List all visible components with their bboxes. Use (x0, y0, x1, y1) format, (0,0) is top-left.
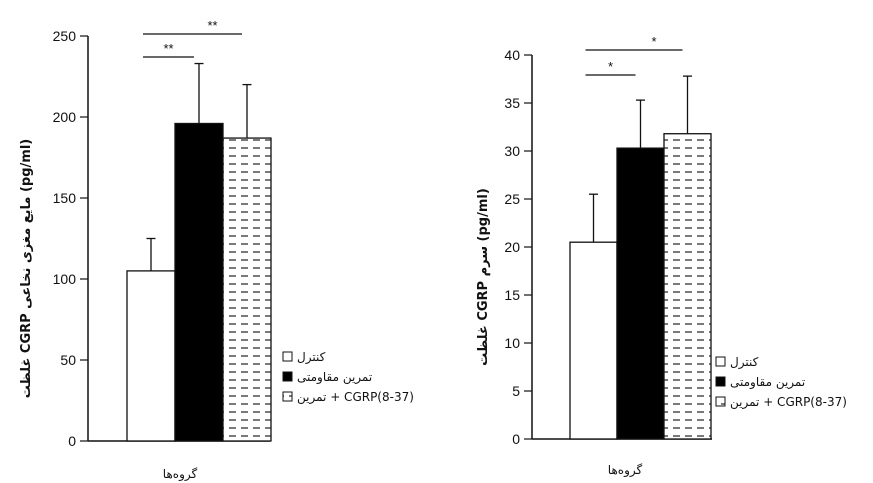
legend-entry: کنترل (297, 350, 326, 365)
significance-label: * (651, 34, 656, 49)
y-tick-label: 5 (512, 383, 520, 399)
x-axis-label: گروه‌ها (163, 467, 198, 482)
legend-entry: تمرین مقاومتی (297, 370, 372, 385)
bar (126, 270, 176, 442)
x-axis-label: گروه‌ها (608, 463, 643, 478)
significance-label: ** (207, 18, 217, 33)
y-tick-label: 10 (504, 335, 520, 351)
bar (174, 122, 224, 442)
y-tick-label: 100 (53, 271, 77, 287)
bar (569, 241, 618, 440)
legend-entry: تمرین + CGRP(8-37) (297, 390, 414, 405)
y-tick-label: 15 (504, 287, 520, 303)
y-tick-label: 200 (53, 109, 77, 125)
y-tick-label: 30 (504, 143, 520, 159)
y-tick-label: 0 (512, 431, 520, 447)
y-tick-label: 40 (504, 47, 520, 63)
significance-label: * (608, 59, 613, 74)
legend-swatch (715, 356, 726, 367)
legend-swatch (282, 391, 293, 402)
y-tick-label: 50 (60, 352, 76, 368)
significance-label: ** (163, 41, 173, 56)
legend-entry: کنترل (730, 355, 759, 370)
y-tick-label: 35 (504, 95, 520, 111)
legend-swatch (282, 351, 293, 362)
y-axis-label: غلظت CGRP مایع مغزی نخاعی (pg/ml) (19, 139, 34, 399)
legend-swatch (715, 376, 726, 387)
bar (616, 147, 665, 440)
legend-entry: تمرین مقاومتی (730, 375, 805, 390)
chart-serum-cgrp: 0 5 10 15 20 25 30 35 40 * * غلظت CGRP سرم (pg/ml) گ… (476, 34, 847, 478)
y-tick-label: 150 (53, 190, 77, 206)
chart-csf-cgrp: 0 50 100 150 200 250 ** ** غلظت CGRP مایع مغزی ن… (19, 18, 414, 482)
bar (222, 137, 272, 442)
y-tick-label: 25 (504, 191, 520, 207)
y-tick-label: 20 (504, 239, 520, 255)
y-axis-label: غلظت CGRP سرم (pg/ml) (476, 188, 491, 366)
bar (663, 133, 712, 440)
y-tick-label: 250 (53, 28, 77, 44)
y-tick-label: 0 (68, 433, 76, 449)
legend-swatch (715, 396, 726, 407)
legend-entry: تمرین + CGRP(8-37) (730, 395, 847, 410)
legend-swatch (282, 371, 293, 382)
